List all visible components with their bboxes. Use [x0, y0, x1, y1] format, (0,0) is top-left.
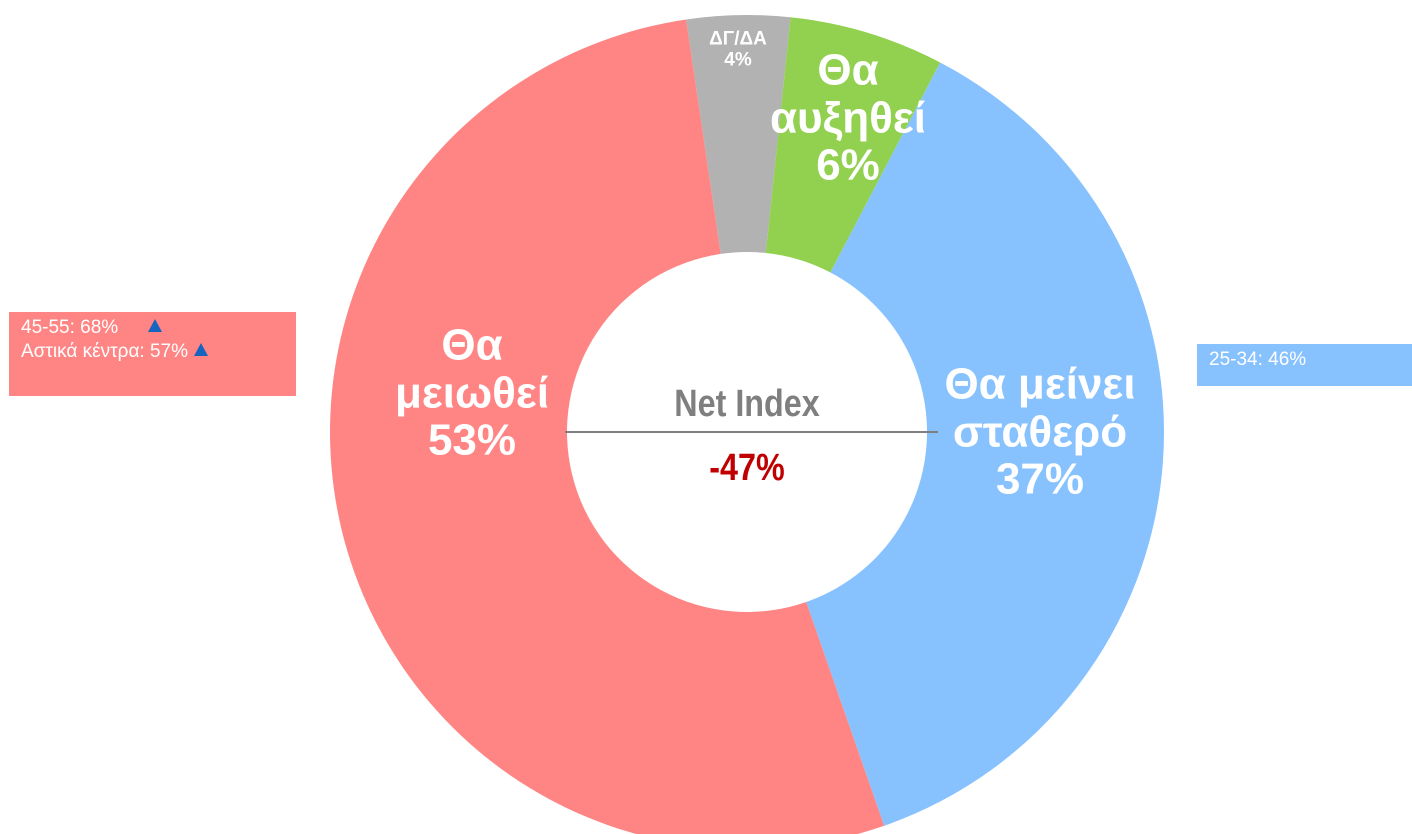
slice-value: 4% — [724, 49, 752, 70]
donut-slice — [330, 19, 885, 834]
up-arrow-icon — [148, 319, 163, 332]
slice-category: Θα αυξηθεί — [769, 45, 927, 143]
annotation-box: 45-55: 68% Αστικά κέντρα: 57% — [9, 312, 296, 396]
up-arrow-icon — [194, 343, 209, 356]
slice-value: 37% — [995, 454, 1085, 504]
annotation-line: 45-55: 68% — [21, 316, 284, 340]
center-title: Net Index — [674, 383, 820, 425]
donut-slice — [806, 62, 1165, 826]
slice-category: Θα μειωθεί — [394, 320, 550, 418]
annotation-box: 25-34: 46% — [1197, 344, 1412, 386]
center-value: -47% — [709, 447, 785, 489]
slice-label: Θα μειωθεί 53% — [372, 320, 572, 465]
slice-value: 6% — [816, 140, 880, 190]
donut-slice — [686, 14, 791, 254]
annotation-text: Αστικά κέντρα: 57% — [21, 341, 189, 362]
donut-slice — [765, 17, 941, 273]
slice-label: ΔΓ/ΔΑ 4% — [693, 29, 783, 70]
slice-category: Θα μείνει σταθερό — [944, 359, 1136, 457]
slice-category: ΔΓ/ΔΑ — [709, 28, 767, 50]
slice-value: 53% — [427, 415, 517, 465]
annotation-line: 25-34: 46% — [1209, 348, 1400, 372]
annotation-text: 25-34: 46% — [1209, 349, 1307, 370]
slice-label: Θα αυξηθεί 6% — [753, 45, 943, 190]
slice-label: Θα μείνει σταθερό 37% — [915, 359, 1165, 504]
annotation-line: Αστικά κέντρα: 57% — [21, 340, 284, 364]
annotation-text: 45-55: 68% — [21, 317, 119, 338]
